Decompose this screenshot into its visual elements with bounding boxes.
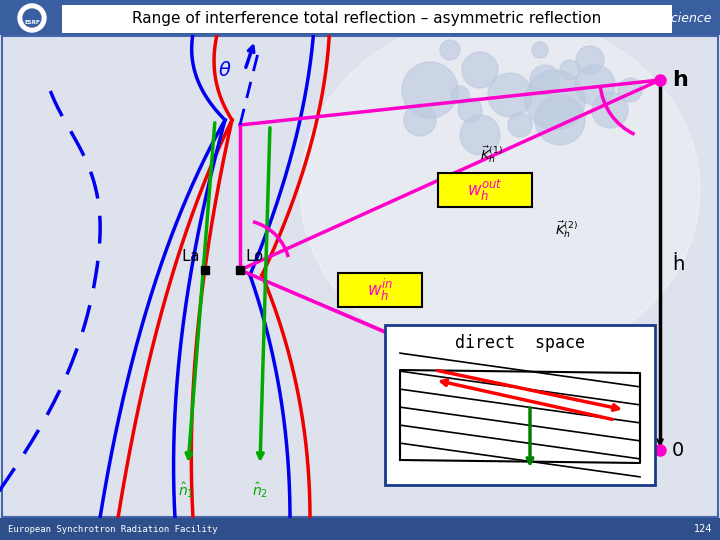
FancyBboxPatch shape: [0, 0, 720, 35]
FancyBboxPatch shape: [0, 518, 720, 540]
Circle shape: [460, 115, 500, 155]
FancyBboxPatch shape: [0, 13, 720, 518]
Text: Range of interference total reflection – asymmetric reflection: Range of interference total reflection –…: [132, 11, 602, 26]
Circle shape: [402, 62, 458, 118]
Text: Lo: Lo: [245, 249, 264, 264]
Circle shape: [440, 40, 460, 60]
Circle shape: [530, 65, 560, 95]
Circle shape: [592, 92, 628, 128]
Circle shape: [458, 98, 482, 122]
Ellipse shape: [300, 15, 700, 365]
Text: ḣ: ḣ: [672, 255, 685, 274]
Circle shape: [462, 52, 498, 88]
FancyBboxPatch shape: [338, 273, 422, 307]
Circle shape: [404, 104, 436, 136]
Circle shape: [575, 65, 615, 105]
Text: Science: Science: [664, 12, 712, 25]
Text: direct  space: direct space: [455, 334, 585, 352]
Text: $\vec{K}_h^{(1)}$: $\vec{K}_h^{(1)}$: [480, 145, 503, 165]
Circle shape: [576, 46, 604, 74]
Circle shape: [560, 60, 580, 80]
Circle shape: [618, 78, 642, 102]
Text: h: h: [672, 70, 688, 90]
Text: La: La: [181, 249, 200, 264]
Text: $\vec{K}_h^{(2)}$: $\vec{K}_h^{(2)}$: [555, 220, 578, 240]
Circle shape: [23, 9, 41, 27]
Text: $w_h^{in}$: $w_h^{in}$: [367, 277, 393, 303]
Circle shape: [525, 70, 585, 130]
Text: $\theta$: $\theta$: [218, 60, 232, 79]
Text: ESRF: ESRF: [24, 19, 40, 24]
Text: 124: 124: [693, 524, 712, 534]
Text: $w_h^{out}$: $w_h^{out}$: [467, 178, 503, 202]
Circle shape: [451, 86, 469, 104]
Circle shape: [488, 73, 532, 117]
Text: European Synchrotron Radiation Facility: European Synchrotron Radiation Facility: [8, 524, 217, 534]
Text: 0: 0: [672, 441, 684, 460]
Circle shape: [18, 4, 46, 32]
Text: $\vec{K}_o^{(2)}$: $\vec{K}_o^{(2)}$: [545, 355, 567, 375]
Text: $\hat{n}_2$: $\hat{n}_2$: [252, 480, 268, 500]
Text: $\hat{n}_1$: $\hat{n}_1$: [178, 480, 194, 500]
FancyBboxPatch shape: [62, 5, 672, 33]
FancyBboxPatch shape: [438, 173, 532, 207]
Circle shape: [508, 113, 532, 137]
FancyBboxPatch shape: [385, 325, 655, 485]
Circle shape: [532, 42, 548, 58]
Circle shape: [535, 95, 585, 145]
